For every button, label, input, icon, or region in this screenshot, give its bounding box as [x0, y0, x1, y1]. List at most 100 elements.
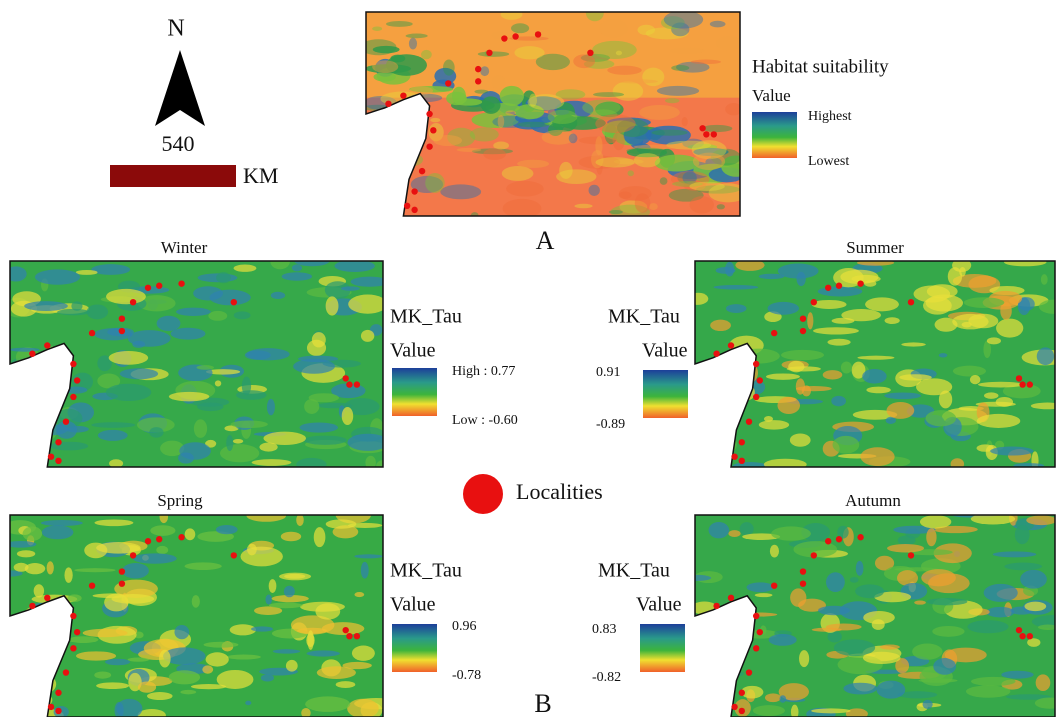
map-patch [1015, 525, 1030, 544]
map-patch [914, 601, 926, 605]
map-patch [618, 79, 658, 83]
map-patch [216, 272, 231, 283]
map-patch [923, 700, 933, 709]
map-patch [609, 210, 623, 214]
map-patch [76, 270, 98, 275]
map-patch [314, 527, 326, 547]
map-patch [401, 108, 427, 112]
map-patch [696, 377, 732, 388]
locality [445, 80, 451, 86]
locality [753, 394, 759, 400]
map-patch [932, 626, 964, 637]
map-patch [440, 184, 481, 199]
map-patch [690, 196, 714, 213]
legend-high: 0.96 [452, 619, 477, 634]
season-title: Autumn [845, 491, 901, 510]
map-patch [586, 5, 604, 21]
scale-unit: KM [243, 163, 278, 188]
map-patch [120, 368, 158, 379]
map-patch [34, 584, 44, 597]
map-patch [375, 145, 397, 162]
locality [699, 125, 705, 131]
map-patch [284, 586, 295, 598]
map-patch [354, 554, 382, 558]
map-patch [74, 568, 115, 572]
map-patch [926, 410, 957, 426]
map-patch [14, 563, 29, 572]
map-patch [271, 292, 285, 299]
map-patch [334, 260, 374, 272]
map-patch [33, 627, 45, 631]
legend-subtitle: Value [390, 340, 436, 362]
map-patch [341, 286, 360, 290]
map-patch [57, 309, 90, 315]
map-patch [361, 562, 369, 579]
locality [1019, 633, 1025, 639]
map-patch [887, 402, 915, 419]
map-patch [716, 366, 747, 372]
map-patch [208, 311, 227, 321]
map-patch [996, 319, 1023, 338]
map-patch [0, 371, 24, 377]
map-patch [685, 372, 719, 380]
map-patch [91, 264, 130, 275]
locality [411, 188, 417, 194]
map-patch [326, 296, 339, 315]
map-patch [169, 392, 209, 401]
map-patch [599, 19, 628, 38]
map-patch [501, 9, 523, 20]
map-patch [628, 170, 634, 176]
map-patch [506, 181, 544, 197]
legend-title: Habitat suitability [752, 56, 889, 77]
map-patch [505, 110, 516, 115]
locality [419, 168, 425, 174]
locality [74, 629, 80, 635]
map-patch [446, 92, 467, 105]
map-patch [76, 651, 116, 660]
map-patch [633, 145, 677, 150]
map-patch [230, 420, 268, 428]
locality [89, 583, 95, 589]
map-patch [0, 452, 31, 467]
locality [1019, 381, 1025, 387]
map-patch [920, 515, 951, 528]
map-patch [860, 447, 894, 466]
locality [70, 394, 76, 400]
map-patch [306, 633, 314, 647]
map-patch [64, 567, 72, 583]
locality [746, 418, 752, 424]
map-patch [655, 155, 700, 172]
locality [411, 207, 417, 213]
locality [1016, 375, 1022, 381]
map-patch [710, 21, 726, 28]
map-patch [953, 366, 986, 377]
map-patch [470, 127, 499, 141]
season-title: Spring [157, 491, 203, 510]
map-patch [753, 705, 785, 716]
locality [231, 299, 237, 305]
map-patch [996, 397, 1013, 407]
map-patch [299, 422, 338, 432]
locality [89, 330, 95, 336]
map-patch [660, 177, 668, 185]
locality [1016, 627, 1022, 633]
season-title: Winter [161, 238, 208, 257]
locality [385, 101, 391, 107]
map-patch [491, 75, 505, 89]
map-patch [984, 392, 998, 398]
map-patch [990, 447, 1034, 456]
map-patch [372, 60, 398, 73]
map-patch [781, 350, 824, 360]
map-patch [178, 452, 194, 463]
locality [535, 31, 541, 37]
locality [800, 580, 806, 586]
map-patch [191, 684, 226, 689]
map-patch [355, 123, 393, 137]
map-patch [635, 193, 651, 212]
map-patch [843, 683, 877, 695]
map-patch [921, 569, 956, 586]
map-patch [877, 681, 906, 699]
locality [811, 552, 817, 558]
locality [70, 361, 76, 367]
locality [346, 633, 352, 639]
